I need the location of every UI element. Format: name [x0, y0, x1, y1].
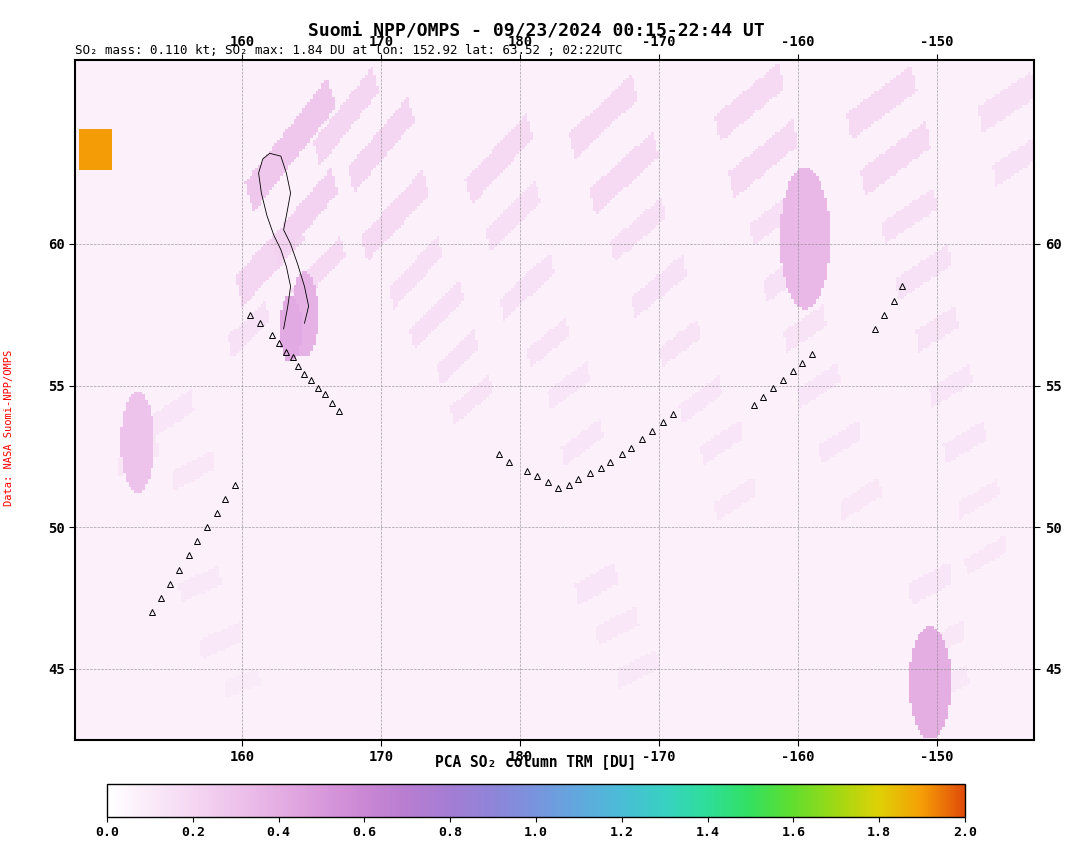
Text: SO₂ mass: 0.110 kt; SO₂ max: 1.84 DU at lon: 152.92 lat: 63.52 ; 02:22UTC: SO₂ mass: 0.110 kt; SO₂ max: 1.84 DU at …	[75, 44, 623, 57]
Text: Suomi NPP/OMPS - 09/23/2024 00:15-22:44 UT: Suomi NPP/OMPS - 09/23/2024 00:15-22:44 …	[308, 22, 764, 40]
Text: PCA SO₂ column TRM [DU]: PCA SO₂ column TRM [DU]	[435, 754, 637, 770]
Text: Data: NASA Suomi-NPP/OMPS: Data: NASA Suomi-NPP/OMPS	[4, 350, 14, 505]
